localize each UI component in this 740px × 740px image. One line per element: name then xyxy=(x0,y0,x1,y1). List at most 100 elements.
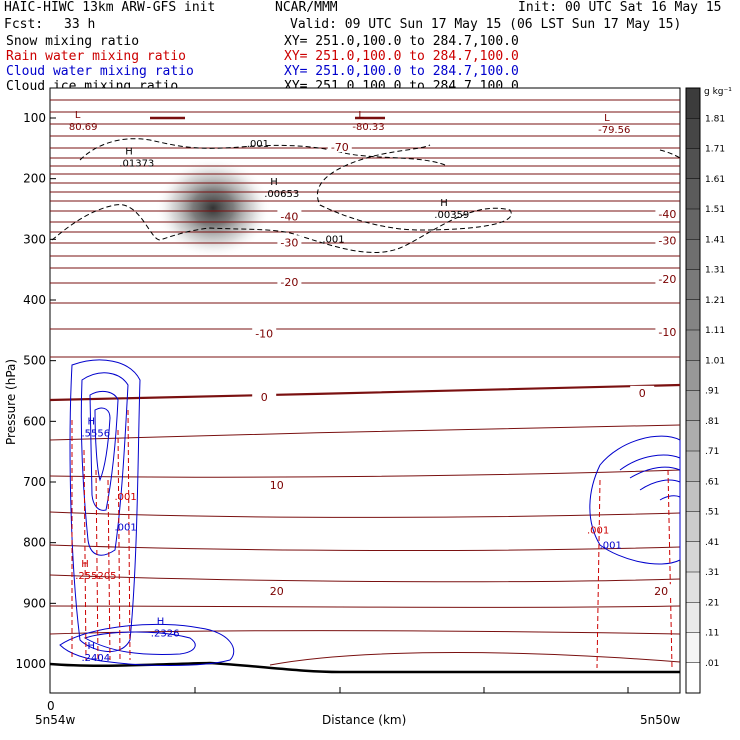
contour-label: .001 xyxy=(322,234,344,245)
colorbar-swatch xyxy=(686,481,700,512)
colorbar-level-label: 1.41 xyxy=(705,235,725,245)
temperature-label-bg xyxy=(264,478,289,491)
colorbar-swatch xyxy=(686,269,700,300)
valid-time: Valid: 09 UTC Sun 17 May 15 (06 LST Sun … xyxy=(290,17,682,32)
colorbar-swatch xyxy=(686,299,700,330)
y-axis: 100 200 300 400 500 600 700 800 900 1000 xyxy=(15,111,56,671)
extremum-value: -79.56 xyxy=(598,125,630,136)
colorbar-unit: g kg⁻¹ xyxy=(704,87,732,97)
temperature-label: 20 xyxy=(654,585,668,598)
temperature-label-bg xyxy=(655,233,680,246)
extremum-value: .01373 xyxy=(119,158,154,169)
extremum-type: H xyxy=(81,559,89,570)
y-tick-label: 900 xyxy=(23,596,46,610)
temperature-label: -70 xyxy=(331,141,349,154)
colorbar-level-label: 1.11 xyxy=(705,326,725,336)
extremum-type: H xyxy=(125,146,133,157)
cloud-water-contours xyxy=(59,359,681,666)
colorbar-level-label: .31 xyxy=(705,568,719,578)
extrema-labels: L80.69L-80.33L-79.56H.01373H.00653H.0035… xyxy=(69,110,630,664)
temperature-label-bg xyxy=(655,325,680,338)
y-axis-title: Pressure (hPa) xyxy=(4,359,18,445)
y-tick-label: 1000 xyxy=(15,657,46,671)
colorbar-level-label: .71 xyxy=(705,447,719,457)
temperature-label-bg xyxy=(649,584,674,597)
plot-frame xyxy=(49,87,681,694)
colorbar-level-label: .51 xyxy=(705,508,719,518)
extremum-type: H xyxy=(270,177,278,188)
contour-label: .001 xyxy=(600,541,622,552)
extremum-value: .00653 xyxy=(264,189,299,200)
colorbar-swatch xyxy=(686,511,700,542)
extremum-value: .2326 xyxy=(151,629,180,640)
field-cloudwater-label: Cloud water mixing ratio xyxy=(6,64,194,79)
contour-label: .001 xyxy=(587,526,609,537)
extremum-type: L xyxy=(75,110,81,121)
contour-label: .001 xyxy=(114,492,136,503)
colorbar-level-label: 1.21 xyxy=(705,296,725,306)
temperature-label-bg xyxy=(277,209,302,222)
colorbar-swatch xyxy=(686,209,700,240)
colorbar-swatch xyxy=(686,178,700,209)
y-tick-label: 400 xyxy=(23,293,46,307)
field-rain-xy: XY= 251.0,100.0 to 284.7,100.0 xyxy=(284,49,519,64)
colorbar-swatch xyxy=(686,451,700,482)
temperature-label: -10 xyxy=(658,326,676,339)
colorbar-swatch xyxy=(686,572,700,603)
contour-value-labels: .001 .001 .001 .001 .001 .001 xyxy=(114,139,621,552)
temperature-label: 0 xyxy=(261,391,268,404)
temperature-label: 10 xyxy=(270,479,284,492)
field-cloudwater-xy: XY= 251.0,100.0 to 284.7,100.0 xyxy=(284,64,519,79)
extremum-value: .2404 xyxy=(82,653,111,664)
forecast-hour: 33 h xyxy=(64,17,96,32)
x-left-label: 5n54w xyxy=(35,713,76,727)
extremum-type: H xyxy=(88,641,96,652)
colorbar: 1.81 1.71 1.61 1.51 1.41 1.31 1.21 1.11 1.01 .91.… xyxy=(685,87,725,694)
center-label: NCAR/MMM xyxy=(275,0,338,15)
extremum-value: 80.69 xyxy=(69,122,98,133)
colorbar-swatch xyxy=(686,662,700,693)
field-snow-xy: XY= 251.0,100.0 to 284.7,100.0 xyxy=(284,34,519,49)
colorbar-level-label: 1.71 xyxy=(705,145,725,155)
colorbar-swatch xyxy=(686,148,700,179)
extremum-value: .00359 xyxy=(434,210,469,221)
model-title: HAIC-HIWC 13km ARW-GFS init xyxy=(4,0,216,15)
colorbar-swatch xyxy=(686,118,700,149)
rain-water-contours xyxy=(71,409,673,669)
temperature-label: -20 xyxy=(280,276,298,289)
temperature-label-bg xyxy=(327,140,352,153)
temperature-label: -20 xyxy=(658,273,676,286)
temperature-label: -40 xyxy=(658,208,676,221)
temperature-label-bg xyxy=(252,390,277,403)
colorbar-level-label: 1.81 xyxy=(705,114,725,124)
colorbar-swatch xyxy=(686,541,700,572)
contour-label: .001 xyxy=(247,139,269,150)
y-tick-label: 500 xyxy=(23,354,46,368)
colorbar-level-label: 1.01 xyxy=(705,356,725,366)
forecast-label: Fcst: xyxy=(4,17,44,32)
temperature-label: -10 xyxy=(255,327,273,340)
x-tick-zero: 0 xyxy=(47,699,55,713)
colorbar-level-label: .01 xyxy=(705,659,719,669)
temperature-label: -30 xyxy=(280,236,298,249)
y-tick-label: 600 xyxy=(23,414,46,428)
colorbar-swatch xyxy=(686,330,700,361)
extremum-value: -80.33 xyxy=(352,122,384,133)
x-axis-title: Distance (km) xyxy=(322,713,406,727)
isotherm-lines xyxy=(49,99,681,666)
colorbar-level-label: .61 xyxy=(705,477,719,487)
temperature-label: -40 xyxy=(280,210,298,223)
temperature-labels: -70 -40 -40 -30 -30 -20 -20 -10 -10 0 0 10 20 20 xyxy=(252,140,680,598)
temperature-label: -30 xyxy=(658,235,676,248)
colorbar-level-label: .41 xyxy=(705,538,719,548)
colorbar-level-label: .21 xyxy=(705,598,719,608)
colorbar-level-label: .91 xyxy=(705,387,719,397)
temperature-label-bg xyxy=(277,235,302,248)
colorbar-swatch xyxy=(686,390,700,421)
y-tick-label: 800 xyxy=(23,536,46,550)
colorbar-level-label: 1.51 xyxy=(705,205,725,215)
temperature-label: 0 xyxy=(639,387,646,400)
extremum-value: .5556 xyxy=(82,428,111,439)
init-time: Init: 00 UTC Sat 16 May 15 xyxy=(518,0,722,15)
colorbar-level-label: 1.31 xyxy=(705,266,725,276)
